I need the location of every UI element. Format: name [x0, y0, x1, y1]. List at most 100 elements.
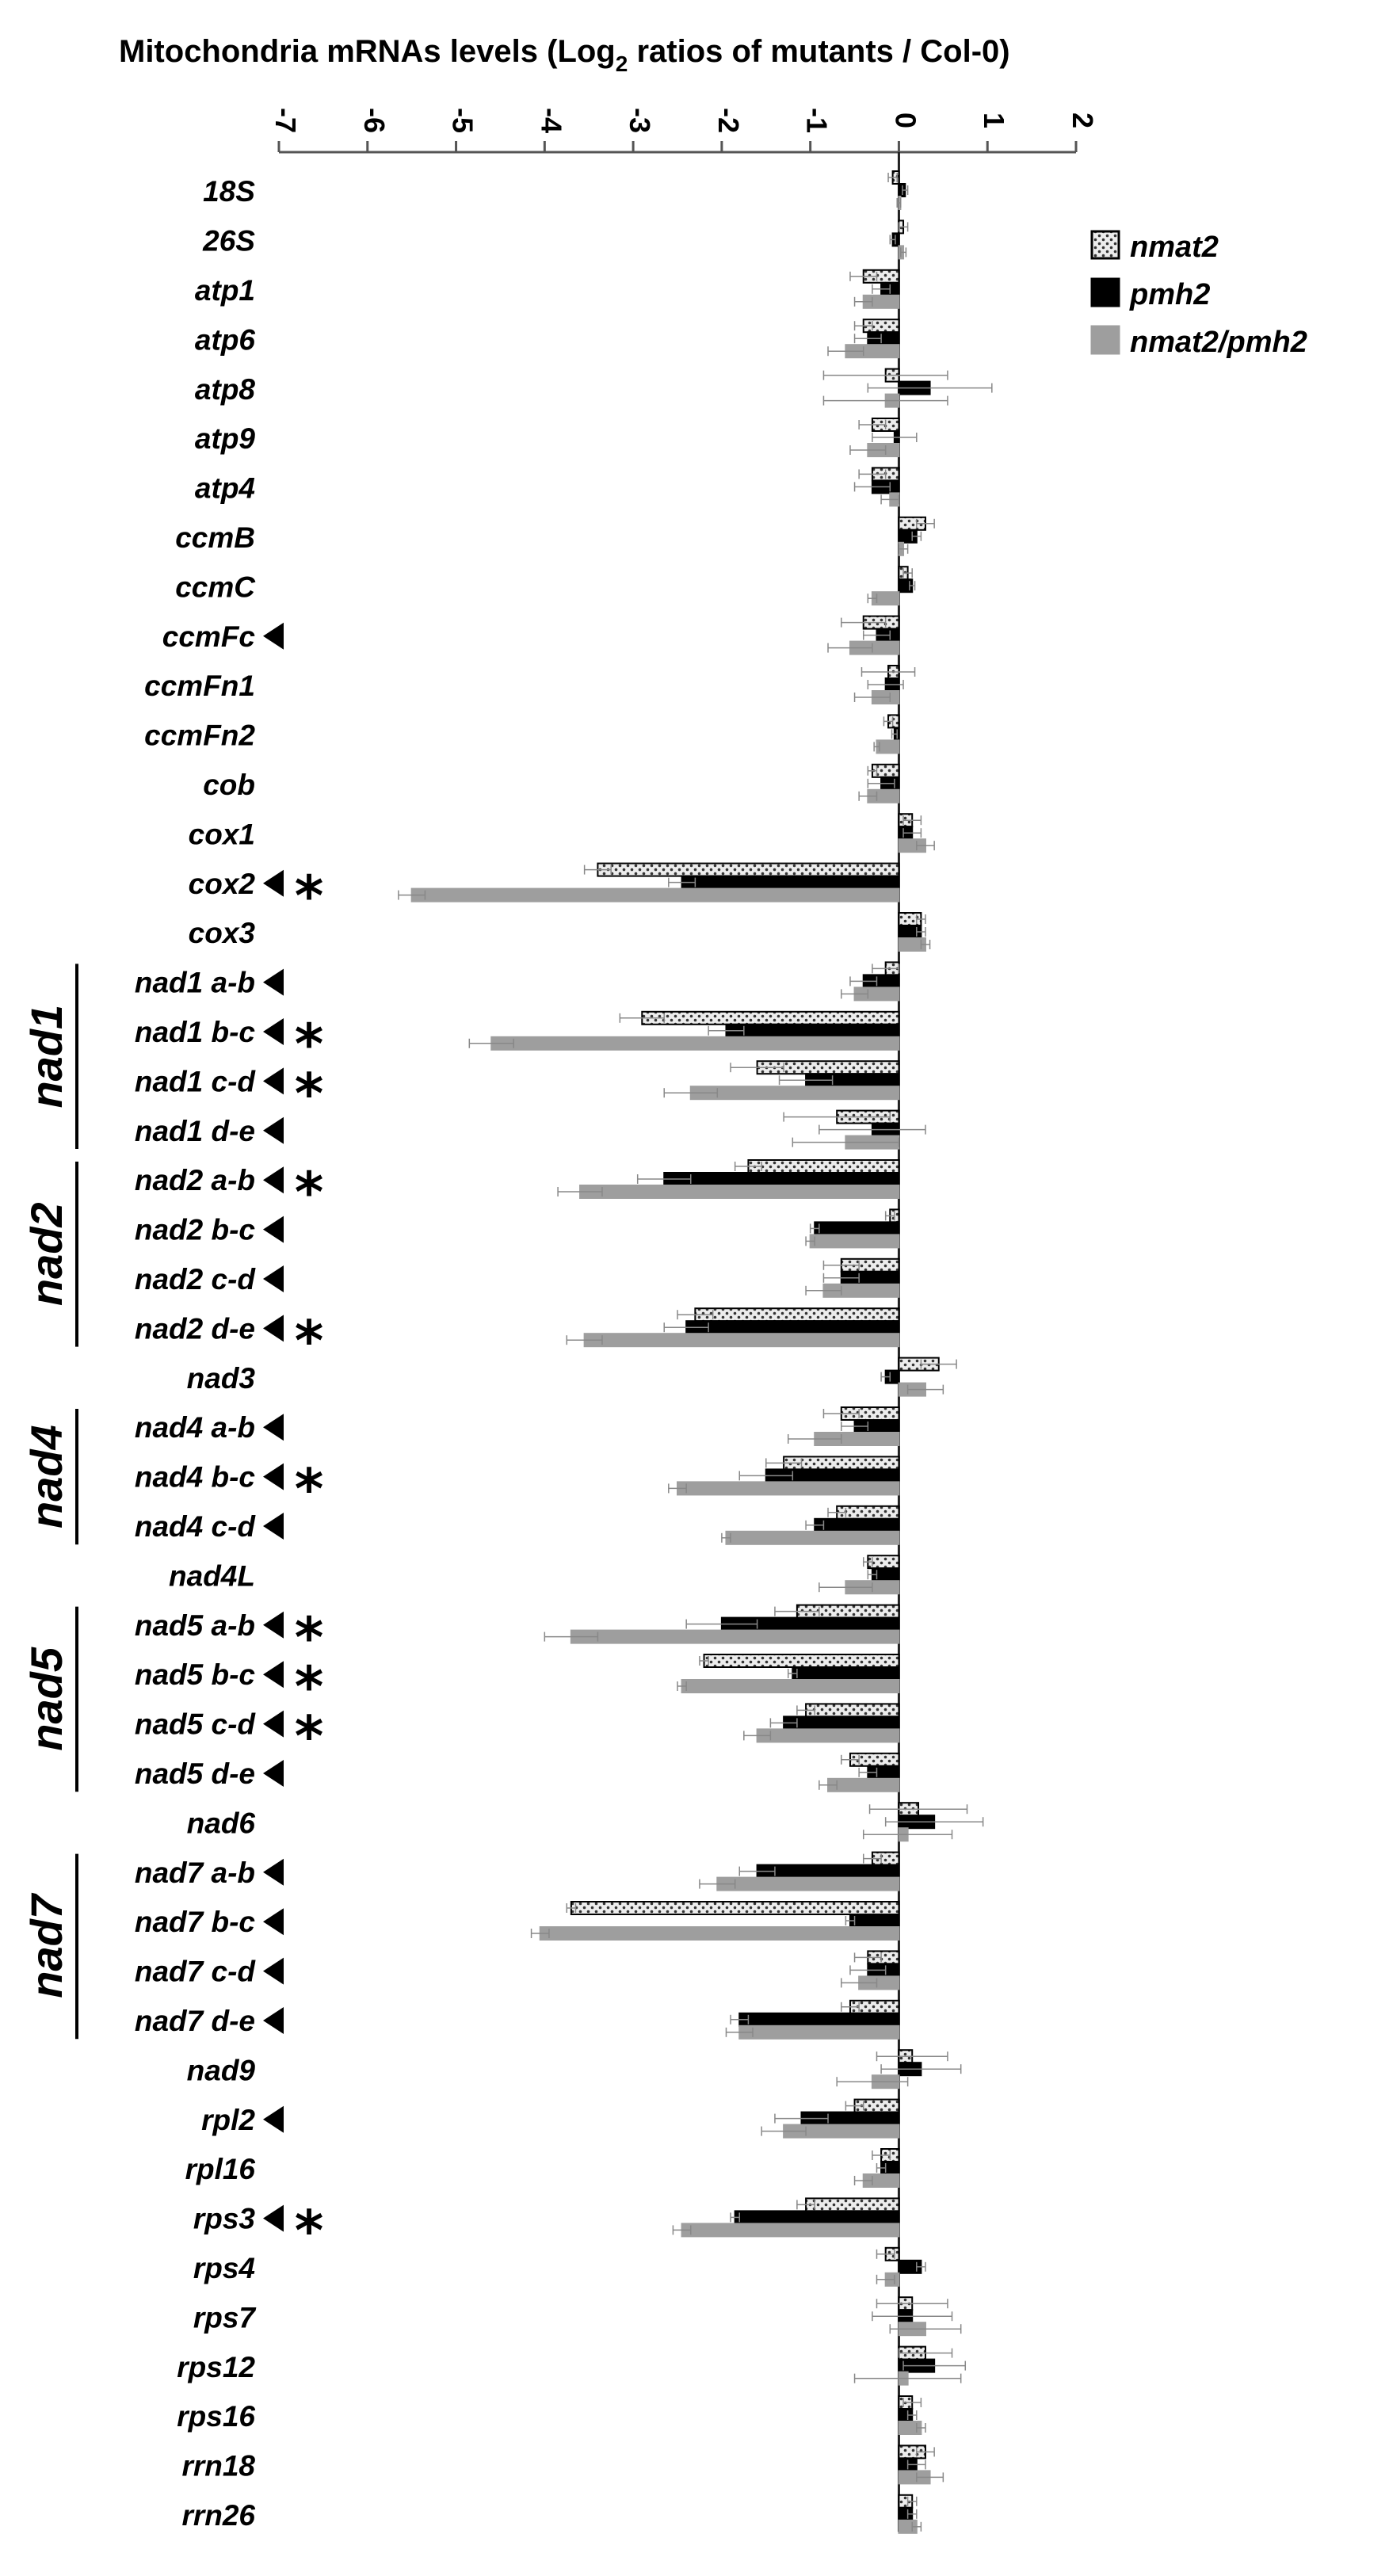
arrow-marker	[263, 622, 284, 650]
gene-label: nad7 c-d	[135, 1956, 257, 1988]
bar-nmat2_pmh2	[756, 1728, 900, 1743]
bar-pmh2	[756, 1864, 900, 1879]
gene-label: cox1	[189, 818, 255, 850]
bar-nmat2_pmh2	[809, 1234, 900, 1249]
gene-label: cox3	[189, 917, 256, 949]
arrow-marker	[263, 1166, 284, 1194]
gene-label: rps16	[177, 2400, 255, 2433]
legend-swatch-nmat2	[1090, 230, 1120, 260]
gene-label: rps3	[193, 2203, 256, 2235]
arrow-marker	[263, 1265, 284, 1292]
bar-nmat2	[805, 1703, 900, 1718]
group-label: nad4	[21, 1425, 71, 1528]
gene-label: nad3	[187, 1362, 256, 1395]
arrow-marker	[263, 1067, 284, 1095]
gene-groups: nad1 nad2 nad4 nad5 nad7	[21, 964, 78, 2040]
gene-label: nad1 b-c	[135, 1016, 256, 1048]
bar-pmh2	[783, 1715, 900, 1731]
arrow-marker	[263, 1611, 284, 1639]
bar-pmh2	[792, 1666, 900, 1681]
significance-star: *	[295, 1605, 324, 1670]
x-tick-label: -2	[712, 108, 745, 133]
group-label: nad5	[21, 1647, 71, 1751]
x-tick-label: 0	[889, 113, 922, 128]
arrow-marker	[263, 2007, 284, 2034]
x-axis: -7 -6 -5 -4 -3 -2 -1 0 1 2	[269, 108, 1099, 2532]
legend: nmat2 pmh2 nmat2/pmh2	[1090, 230, 1307, 359]
gene-label: nad5 a-b	[135, 1609, 255, 1642]
bar-nmat2	[703, 1654, 900, 1668]
gene-label: ccmFn2	[144, 719, 255, 752]
x-tick-label: -5	[447, 108, 479, 133]
legend-label-nmat2: nmat2	[1130, 231, 1219, 264]
gene-label: nad1 d-e	[135, 1115, 255, 1147]
arrow-marker	[263, 2105, 284, 2133]
gene-label: rpl16	[185, 2153, 256, 2185]
bar-nmat2_pmh2	[410, 887, 900, 903]
bar-pmh2	[663, 1172, 900, 1186]
chart-title: Mitochondria mRNAs levels (Log2 ratios o…	[119, 34, 1010, 76]
gene-label: nad7 d-e	[135, 2005, 255, 2037]
arrow-marker	[263, 1957, 284, 1985]
gene-label: nad2 b-c	[135, 1214, 256, 1246]
gene-label: 18S	[203, 175, 255, 208]
bar-pmh2	[725, 1023, 900, 1038]
bars	[398, 170, 993, 2534]
significance-star: *	[295, 2199, 324, 2264]
arrow-marker	[263, 1215, 284, 1243]
gene-label: nad4 a-b	[135, 1411, 255, 1444]
bar-nmat2_pmh2	[570, 1629, 900, 1644]
x-tick-label: -3	[624, 108, 656, 133]
gene-label: rps12	[177, 2351, 255, 2383]
bar-nmat2	[641, 1010, 900, 1025]
bar-nmat2_pmh2	[677, 1481, 900, 1496]
arrow-marker	[263, 1858, 284, 1886]
bar-nmat2	[597, 862, 900, 877]
bar-nmat2_pmh2	[876, 739, 900, 754]
gene-label: nad7 a-b	[135, 1857, 255, 1889]
bar-pmh2	[685, 1320, 900, 1335]
arrow-marker	[263, 1414, 284, 1441]
gene-label: rps7	[193, 2301, 258, 2334]
bar-nmat2_pmh2	[681, 2223, 900, 2238]
gene-label: ccmFn1	[144, 670, 255, 702]
bar-nmat2_pmh2	[583, 1333, 900, 1348]
significance-star: *	[295, 864, 324, 929]
significance-star: *	[295, 1160, 324, 1225]
gene-label: nad7 b-c	[135, 1906, 256, 1938]
bar-pmh2	[734, 2210, 900, 2225]
bar-nmat2	[805, 2197, 900, 2212]
bar-nmat2_pmh2	[725, 1530, 900, 1545]
x-tick-label: -4	[535, 108, 567, 133]
gene-label: atp1	[195, 274, 255, 307]
bar-nmat2_pmh2	[539, 1926, 900, 1941]
significance-star: *	[295, 1061, 324, 1126]
gene-label: nad5 b-c	[135, 1658, 256, 1691]
group-label: nad2	[21, 1202, 71, 1306]
arrow-marker	[263, 1315, 284, 1342]
arrow-marker	[263, 1760, 284, 1787]
legend-swatch-pmh2	[1090, 277, 1120, 307]
bar-pmh2	[738, 2012, 900, 2027]
gene-label: nad2 a-b	[135, 1164, 255, 1196]
bar-nmat2_pmh2	[689, 1086, 900, 1101]
arrow-marker	[263, 1513, 284, 1540]
gene-label: atp6	[195, 323, 256, 356]
arrow-marker	[263, 1908, 284, 1936]
x-tick-label: -6	[358, 108, 391, 133]
gene-label: rrn18	[181, 2450, 255, 2483]
arrow-marker	[263, 2204, 284, 2232]
legend-swatch-nmat2_pmh2	[1090, 325, 1120, 355]
bar-nmat2_pmh2	[681, 1679, 900, 1693]
x-tick-label: 2	[1067, 113, 1099, 128]
bar-nmat2_pmh2	[827, 1777, 900, 1792]
bar-pmh2	[849, 1914, 900, 1928]
gene-label: rrn26	[181, 2499, 255, 2532]
arrow-marker	[263, 968, 284, 996]
gene-label: nad1 c-d	[135, 1065, 257, 1097]
significance-star: *	[295, 1308, 324, 1373]
significance-star: *	[295, 1654, 324, 1719]
significance-star: *	[295, 1457, 324, 1522]
arrow-marker	[263, 869, 284, 897]
arrow-marker	[263, 1018, 284, 1045]
